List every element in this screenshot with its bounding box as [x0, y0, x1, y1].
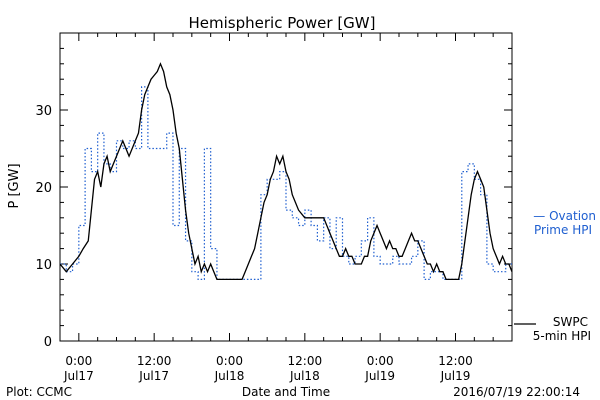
legend-swpc-line1: SWPC	[553, 315, 588, 329]
x-tick-time-label: 12:00	[288, 354, 323, 368]
y-tick-label: 10	[35, 258, 52, 273]
x-tick-time-label: 0:00	[367, 354, 394, 368]
legend-ovation-line2: Prime HPI	[534, 223, 592, 237]
x-tick-date-label: Jul18	[289, 369, 320, 383]
x-tick-date-label: Jul19	[364, 369, 395, 383]
y-tick-label: 30	[35, 104, 52, 119]
y-axis-label: P [GW]	[7, 163, 22, 208]
x-tick-time-label: 0:00	[65, 354, 92, 368]
x-tick-date-label: Jul17	[138, 369, 169, 383]
x-tick-date-label: Jul18	[214, 369, 245, 383]
series-line-swpc	[59, 62, 513, 281]
y-tick-label: 20	[35, 181, 52, 196]
footer-plot-credit: Plot: CCMC	[6, 385, 72, 399]
x-axis: 0:00Jul1712:00Jul170:00Jul1812:00Jul180:…	[63, 33, 494, 383]
legend-ovation-line1: — Ovation	[533, 209, 596, 223]
series-layer	[59, 62, 513, 281]
y-tick-label: 0	[44, 335, 52, 350]
x-tick-time-label: 12:00	[137, 354, 172, 368]
footer-timestamp: 2016/07/19 22:00:14	[453, 385, 580, 399]
x-tick-date-label: Jul19	[440, 369, 471, 383]
x-axis-label: Date and Time	[242, 385, 330, 399]
x-tick-time-label: 12:00	[438, 354, 473, 368]
x-tick-time-label: 0:00	[216, 354, 243, 368]
series-line-ovation-prime	[60, 86, 512, 280]
x-tick-date-label: Jul17	[63, 369, 94, 383]
chart-title: Hemispheric Power [GW]	[189, 14, 376, 32]
legend-swpc-line2: 5-min HPI	[533, 329, 591, 343]
y-axis: 0 10 20 30	[35, 32, 512, 350]
